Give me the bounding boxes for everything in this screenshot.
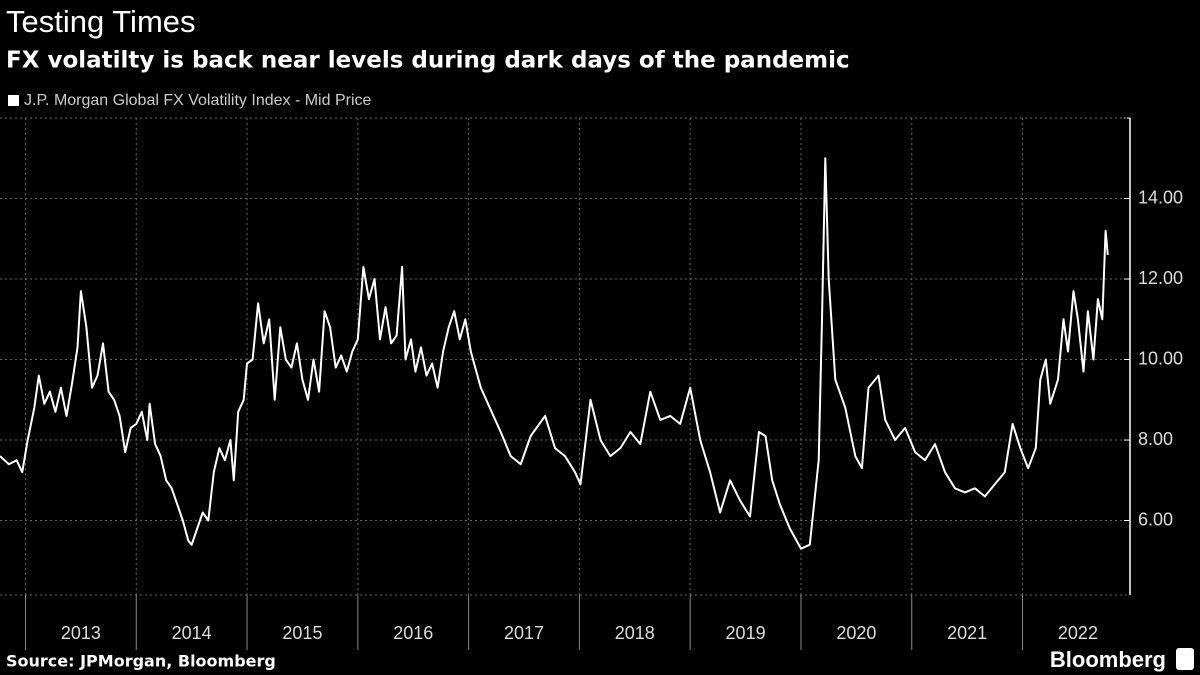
x-tick-label: 2019 xyxy=(726,623,766,643)
x-tick-label: 2021 xyxy=(947,623,987,643)
x-tick-label: 2014 xyxy=(172,623,212,643)
x-tick-label: 2018 xyxy=(615,623,655,643)
x-tick-label: 2013 xyxy=(61,623,101,643)
brand-icon xyxy=(1176,648,1194,670)
y-tick-label: 6.00 xyxy=(1138,509,1173,529)
x-tick-label: 2022 xyxy=(1058,623,1098,643)
source: Source: JPMorgan, Bloomberg xyxy=(6,652,276,671)
x-tick-label: 2016 xyxy=(393,623,433,643)
legend-label: J.P. Morgan Global FX Volatility Index -… xyxy=(24,92,372,109)
y-tick-label: 14.00 xyxy=(1138,187,1183,207)
chart-title: Testing Times xyxy=(6,4,196,39)
y-tick-label: 8.00 xyxy=(1138,429,1173,449)
y-tick-label: 12.00 xyxy=(1138,268,1183,288)
x-tick-label: 2015 xyxy=(282,623,322,643)
x-tick-label: 2020 xyxy=(836,623,876,643)
y-tick-label: 10.00 xyxy=(1138,348,1183,368)
x-tick-label: 2017 xyxy=(504,623,544,643)
legend-swatch xyxy=(8,95,19,106)
brand: Bloomberg xyxy=(1050,647,1166,672)
line xyxy=(0,157,1109,550)
chart-subtitle: FX volatilty is back near levels during … xyxy=(6,48,850,74)
